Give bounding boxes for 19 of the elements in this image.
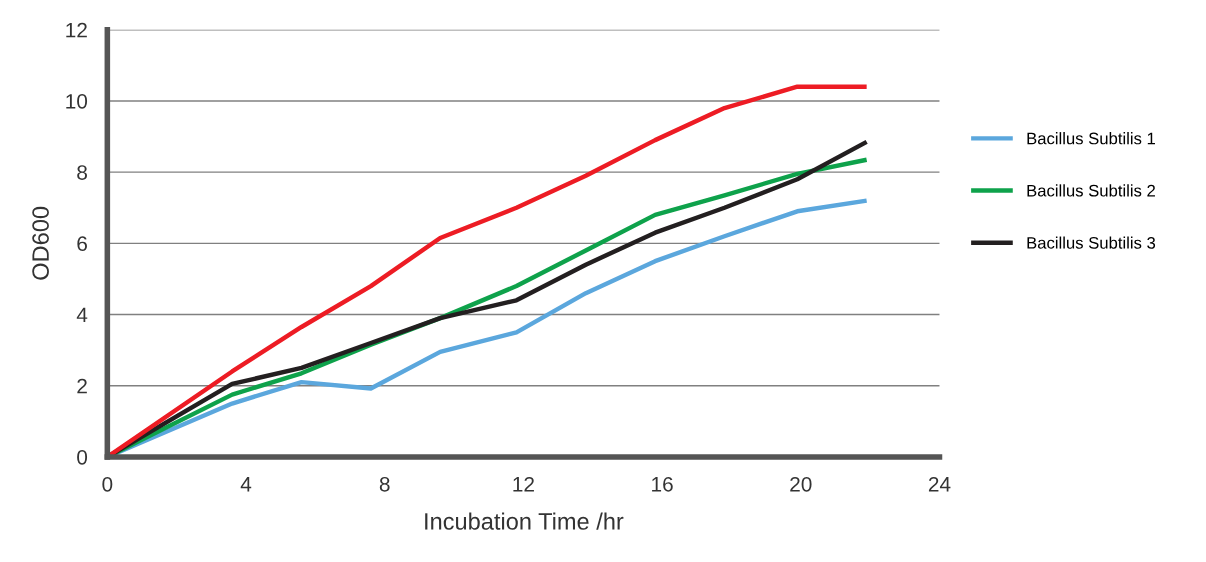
x-tick-label: 0 <box>102 476 113 492</box>
legend-label: Bacillus Subtilis 1 <box>1027 132 1155 145</box>
x-tick-label: 24 <box>928 476 951 492</box>
x-tick-label: 8 <box>379 476 390 492</box>
x-axis-title: Incubation Time /hr <box>425 512 624 530</box>
y-tick-label: 12 <box>66 22 87 38</box>
y-tick-label: 8 <box>77 165 87 180</box>
y-tick-label: 0 <box>77 449 88 465</box>
legend-label: Bacillus Subtilis 3 <box>1027 236 1156 249</box>
y-tick-label: 6 <box>77 236 87 252</box>
y-tick-label: 10 <box>66 93 88 109</box>
x-tick-label: 16 <box>652 476 673 492</box>
y-tick-label: 4 <box>76 307 88 323</box>
legend-label: Bacillus Subtilis 2 <box>1027 184 1155 197</box>
y-axis-title: OD600 <box>32 206 49 280</box>
x-tick-label: 12 <box>513 476 534 492</box>
x-tick-label: 4 <box>240 477 252 492</box>
x-tick-label: 20 <box>790 476 812 492</box>
y-tick-label: 2 <box>77 378 87 394</box>
